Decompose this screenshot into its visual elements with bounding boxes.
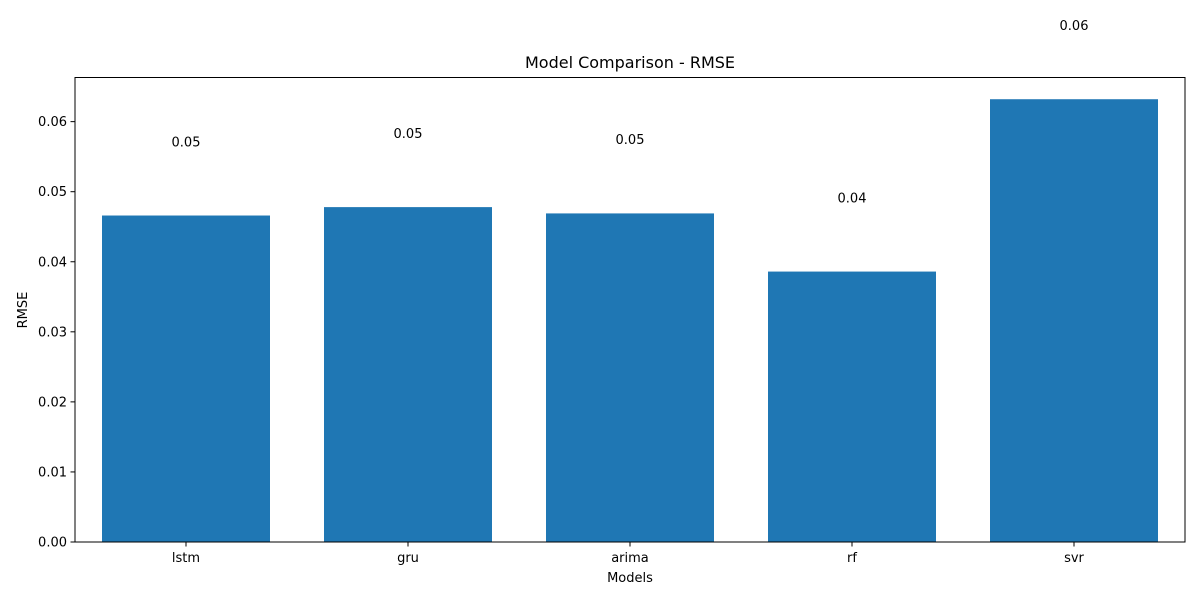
- y-tick-label: 0.02: [38, 395, 67, 410]
- y-tick-label: 0.03: [38, 325, 67, 340]
- bar-rf: [768, 271, 936, 542]
- x-tick-label-svr: svr: [1064, 551, 1084, 566]
- data-label-lstm: 0.05: [172, 135, 201, 150]
- y-tick-label: 0.05: [38, 185, 67, 200]
- y-tick-label: 0.04: [38, 255, 67, 270]
- y-ticks-layer: 0.00 0.01 0.02 0.03 0.04 0.05 0.06: [38, 115, 75, 551]
- data-label-arima: 0.05: [616, 133, 645, 148]
- x-tick-label-arima: arima: [611, 551, 649, 566]
- bars-layer: [102, 99, 1158, 543]
- y-axis-label: RMSE: [16, 292, 31, 329]
- x-axis-label: Models: [607, 571, 653, 586]
- data-labels-layer: 0.05 0.05 0.05 0.04 0.06: [172, 19, 1089, 206]
- x-tick-label-gru: gru: [397, 551, 419, 566]
- y-tick-label: 0.01: [38, 465, 67, 480]
- x-tick-label-rf: rf: [847, 551, 857, 566]
- data-label-rf: 0.04: [838, 191, 867, 206]
- bar-svr: [990, 99, 1158, 543]
- x-ticks-layer: lstm gru arima rf svr: [172, 542, 1085, 566]
- x-tick-label-lstm: lstm: [172, 551, 200, 566]
- chart-title: Model Comparison - RMSE: [525, 53, 735, 72]
- data-label-svr: 0.06: [1060, 19, 1089, 34]
- bar-arima: [546, 213, 714, 542]
- data-label-gru: 0.05: [394, 127, 423, 142]
- y-tick-label: 0.00: [38, 536, 67, 551]
- bar-gru: [324, 207, 492, 542]
- y-tick-label: 0.06: [38, 115, 67, 130]
- bar-lstm: [102, 215, 270, 542]
